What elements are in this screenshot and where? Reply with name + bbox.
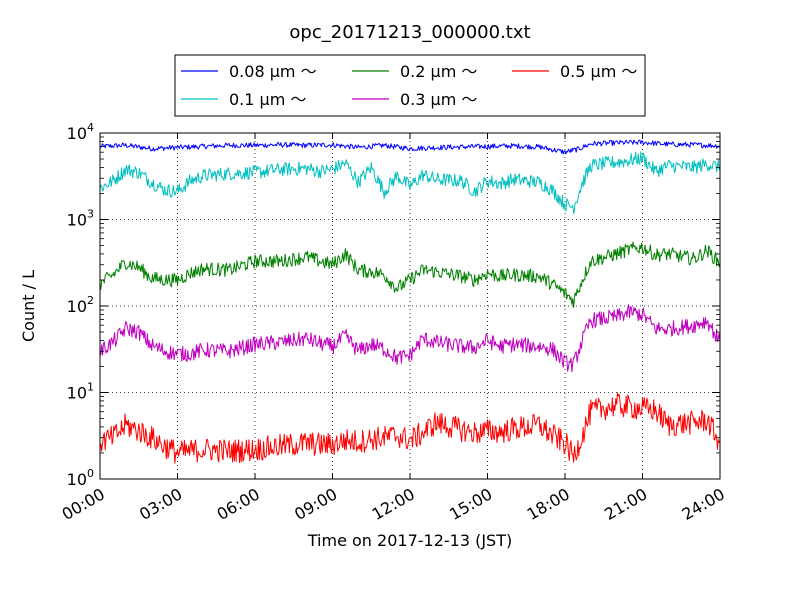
legend-label: 0.08 μm ～	[229, 62, 317, 81]
legend-box	[174, 54, 646, 117]
x-axis-label: Time on 2017-12-13 (JST)	[307, 531, 512, 550]
legend-label: 0.3 μm ～	[400, 90, 477, 109]
y-tick-label: 101	[67, 381, 94, 403]
y-tick-label: 100	[67, 467, 94, 489]
legend: 0.08 μm ～ 0.1 μm ～ 0.2 μm ～ 0.3 μm ～ 0.5 μm …	[174, 54, 646, 117]
y-axis-label: Count / L	[19, 270, 38, 342]
y-tick-label: 104	[67, 121, 94, 143]
series-line-4	[99, 392, 721, 464]
series-line-0	[99, 139, 721, 155]
chart-title: opc_20171213_000000.txt	[289, 22, 530, 43]
legend-label: 0.5 μm ～	[560, 62, 637, 81]
y-tick-label: 103	[67, 208, 94, 230]
legend-label: 0.2 μm ～	[400, 62, 477, 81]
series-lines	[99, 139, 721, 464]
legend-label: 0.1 μm ～	[229, 90, 306, 109]
series-line-2	[99, 241, 721, 308]
series-line-1	[99, 151, 721, 215]
series-line-3	[99, 304, 721, 373]
y-tick-label: 102	[67, 294, 94, 316]
